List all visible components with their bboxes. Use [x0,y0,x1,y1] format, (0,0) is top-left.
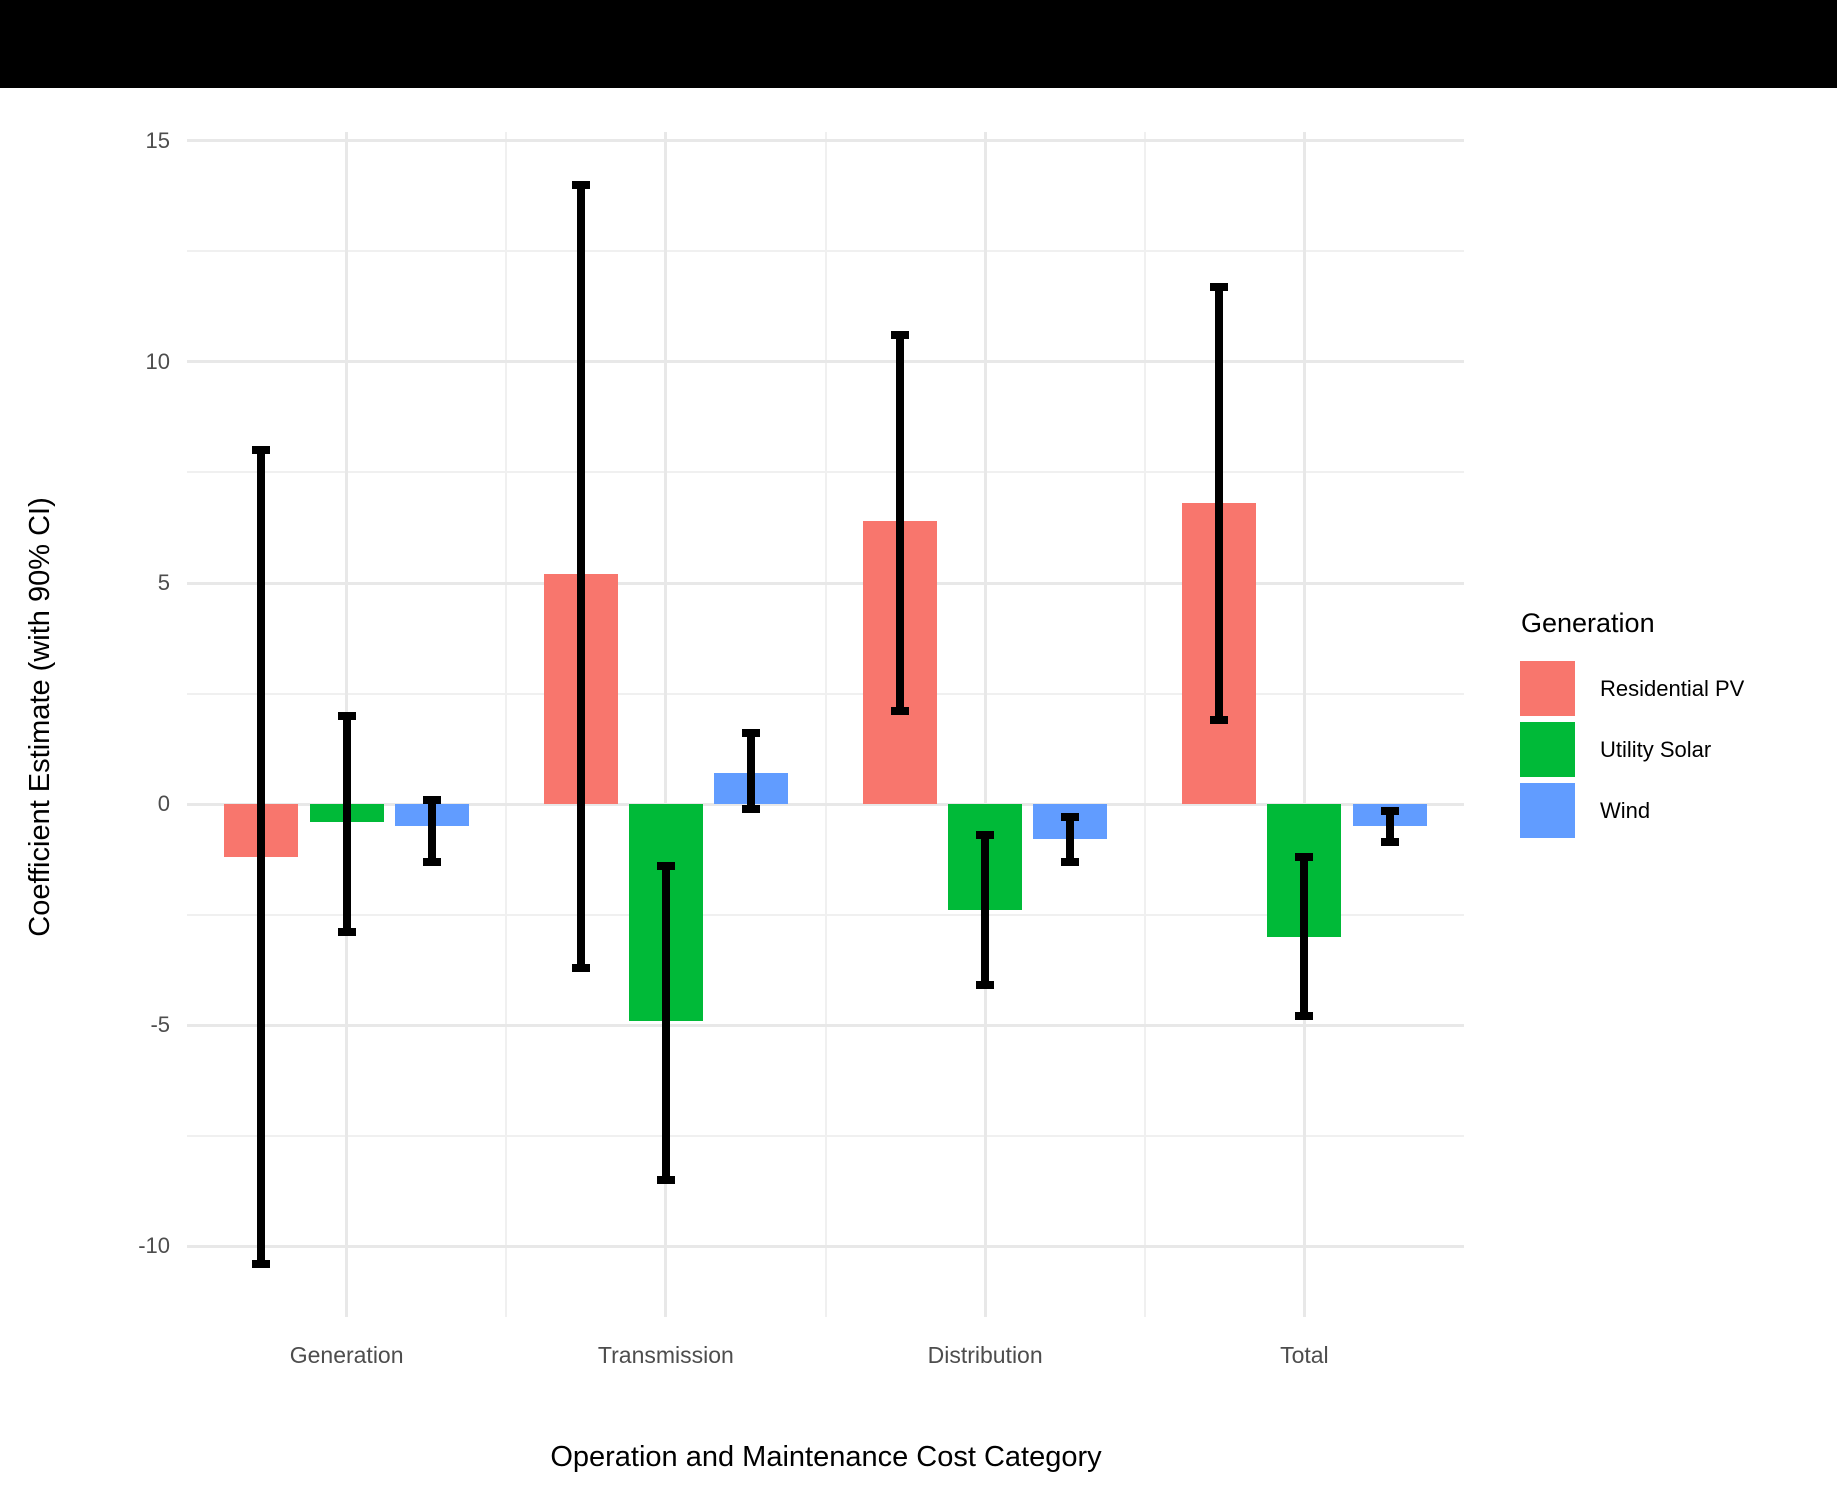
error-bar-line-utility-solar-transmission [661,861,670,1184]
legend-label-residential-pv: Residential PV [1600,675,1745,701]
error-bar-cap-bottom-wind-total [1380,837,1399,846]
error-bar-cap-bottom-utility-solar-transmission [656,1175,675,1184]
h-gridline-major [187,581,1464,585]
error-bar-cap-bottom-wind-generation [422,857,441,866]
x-axis-title: Operation and Maintenance Cost Category [550,1441,1102,1473]
v-gridline-minor [505,132,508,1317]
v-gridline-major [664,132,668,1317]
error-bar-cap-bottom-utility-solar-distribution [976,981,995,990]
error-bar-cap-bottom-utility-solar-total [1295,1012,1314,1021]
error-bar-cap-top-utility-solar-total [1295,853,1314,862]
legend-label-utility-solar: Utility Solar [1600,736,1712,762]
error-bar-line-wind-total [1385,806,1394,846]
error-bar-cap-top-wind-generation [422,795,441,804]
legend: Generation Residential PV Utility Solar … [1520,608,1744,844]
error-bar-cap-top-wind-transmission [742,729,761,738]
legend-item-residential-pv: Residential PV [1520,661,1744,716]
y-tick-label: 10 [145,348,170,374]
error-bar-cap-bottom-wind-distribution [1061,857,1080,866]
legend-item-utility-solar: Utility Solar [1520,722,1744,777]
error-bar-cap-top-utility-solar-generation [337,711,356,720]
y-tick-label: 0 [157,791,170,817]
legend-swatch-residential-pv [1520,661,1575,716]
error-bar-cap-top-residential-pv-distribution [890,331,909,340]
error-bar-line-wind-generation [427,795,436,866]
y-axis-title: Coefficient Estimate (with 90% CI) [24,497,56,937]
error-bar-line-utility-solar-generation [342,711,351,937]
legend-label-wind: Wind [1600,797,1651,823]
error-bar-cap-bottom-residential-pv-generation [252,1259,271,1268]
error-bar-cap-top-utility-solar-transmission [656,861,675,870]
error-bar-cap-top-wind-distribution [1061,813,1080,822]
h-gridline-major [187,360,1464,364]
h-gridline-major [187,1244,1464,1248]
y-tick-label: 5 [157,570,170,595]
error-bar-line-wind-distribution [1066,813,1075,866]
error-bar-cap-top-residential-pv-transmission [571,181,590,190]
y-tick-label: -10 [138,1233,170,1259]
error-bar-line-residential-pv-total [1215,282,1224,725]
error-bar-cap-bottom-residential-pv-distribution [890,707,909,716]
error-bar-line-residential-pv-generation [257,446,266,1268]
v-gridline-major [983,132,987,1317]
y-tick-label: -5 [150,1012,170,1038]
error-bar-cap-top-residential-pv-total [1210,282,1229,291]
legend-swatch-utility-solar [1520,722,1575,777]
h-gridline-major [187,139,1464,143]
h-gridline-major [187,802,1464,806]
error-bar-cap-bottom-wind-transmission [742,804,761,813]
x-category-label-generation: Generation [289,1342,404,1368]
letterbox-band-top [0,0,1837,88]
error-bar-cap-top-wind-total [1380,806,1399,815]
legend-title: Generation [1521,608,1655,638]
x-category-label-distribution: Distribution [927,1342,1043,1368]
v-gridline-major [1302,132,1306,1317]
error-bar-cap-top-residential-pv-generation [252,446,271,455]
v-gridline-minor [824,132,827,1317]
x-category-label-transmission: Transmission [597,1342,734,1368]
error-bar-cap-bottom-residential-pv-transmission [571,963,590,972]
y-tick-label: 15 [145,127,170,153]
error-bar-line-residential-pv-distribution [895,331,904,716]
error-bar-line-wind-transmission [747,729,756,813]
v-gridline-minor [1143,132,1146,1317]
legend-item-wind: Wind [1520,783,1744,838]
x-category-label-total: Total [1280,1342,1329,1368]
error-bar-cap-top-utility-solar-distribution [976,831,995,840]
h-gridline-major [187,1023,1464,1027]
error-bar-cap-bottom-residential-pv-total [1210,716,1229,725]
error-bar-line-utility-solar-distribution [981,831,990,990]
error-bar-cap-bottom-utility-solar-generation [337,928,356,937]
legend-swatch-wind [1520,783,1575,838]
error-bar-line-residential-pv-transmission [576,181,585,972]
error-bar-line-utility-solar-total [1300,853,1309,1021]
